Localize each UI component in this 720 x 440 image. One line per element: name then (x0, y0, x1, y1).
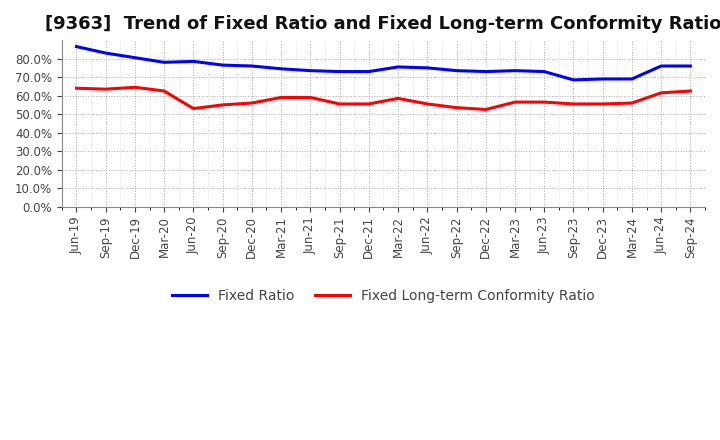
Fixed Ratio (540, 69, 549, 74)
Fixed Long-term Conformity Ratio (569, 101, 577, 106)
Fixed Long-term Conformity Ratio (598, 101, 607, 106)
Fixed Ratio (102, 51, 110, 56)
Fixed Ratio (130, 55, 139, 60)
Fixed Ratio (423, 65, 431, 70)
Fixed Long-term Conformity Ratio (657, 90, 665, 95)
Fixed Ratio (189, 59, 198, 64)
Fixed Ratio (657, 63, 665, 69)
Line: Fixed Long-term Conformity Ratio: Fixed Long-term Conformity Ratio (76, 87, 690, 110)
Fixed Ratio (569, 77, 577, 83)
Line: Fixed Ratio: Fixed Ratio (76, 47, 690, 80)
Fixed Long-term Conformity Ratio (306, 95, 315, 100)
Legend: Fixed Ratio, Fixed Long-term Conformity Ratio: Fixed Ratio, Fixed Long-term Conformity … (166, 283, 600, 308)
Fixed Long-term Conformity Ratio (423, 101, 431, 106)
Fixed Ratio (248, 63, 256, 69)
Fixed Ratio (394, 64, 402, 70)
Fixed Long-term Conformity Ratio (686, 88, 695, 94)
Fixed Long-term Conformity Ratio (248, 100, 256, 106)
Fixed Long-term Conformity Ratio (628, 100, 636, 106)
Fixed Long-term Conformity Ratio (394, 96, 402, 101)
Fixed Long-term Conformity Ratio (336, 101, 344, 106)
Fixed Long-term Conformity Ratio (72, 86, 81, 91)
Fixed Long-term Conformity Ratio (102, 87, 110, 92)
Fixed Ratio (598, 76, 607, 81)
Fixed Ratio (686, 63, 695, 69)
Fixed Ratio (364, 69, 373, 74)
Fixed Long-term Conformity Ratio (160, 88, 168, 94)
Fixed Long-term Conformity Ratio (510, 99, 519, 105)
Fixed Ratio (452, 68, 461, 73)
Fixed Ratio (482, 69, 490, 74)
Fixed Ratio (336, 69, 344, 74)
Fixed Long-term Conformity Ratio (452, 105, 461, 110)
Title: [9363]  Trend of Fixed Ratio and Fixed Long-term Conformity Ratio: [9363] Trend of Fixed Ratio and Fixed Lo… (45, 15, 720, 33)
Fixed Ratio (276, 66, 285, 71)
Fixed Long-term Conformity Ratio (364, 101, 373, 106)
Fixed Long-term Conformity Ratio (130, 84, 139, 90)
Fixed Long-term Conformity Ratio (540, 99, 549, 105)
Fixed Ratio (510, 68, 519, 73)
Fixed Long-term Conformity Ratio (482, 107, 490, 112)
Fixed Ratio (160, 60, 168, 65)
Fixed Long-term Conformity Ratio (189, 106, 198, 111)
Fixed Ratio (218, 62, 227, 68)
Fixed Ratio (628, 76, 636, 81)
Fixed Ratio (306, 68, 315, 73)
Fixed Long-term Conformity Ratio (218, 102, 227, 107)
Fixed Ratio (72, 44, 81, 49)
Fixed Long-term Conformity Ratio (276, 95, 285, 100)
